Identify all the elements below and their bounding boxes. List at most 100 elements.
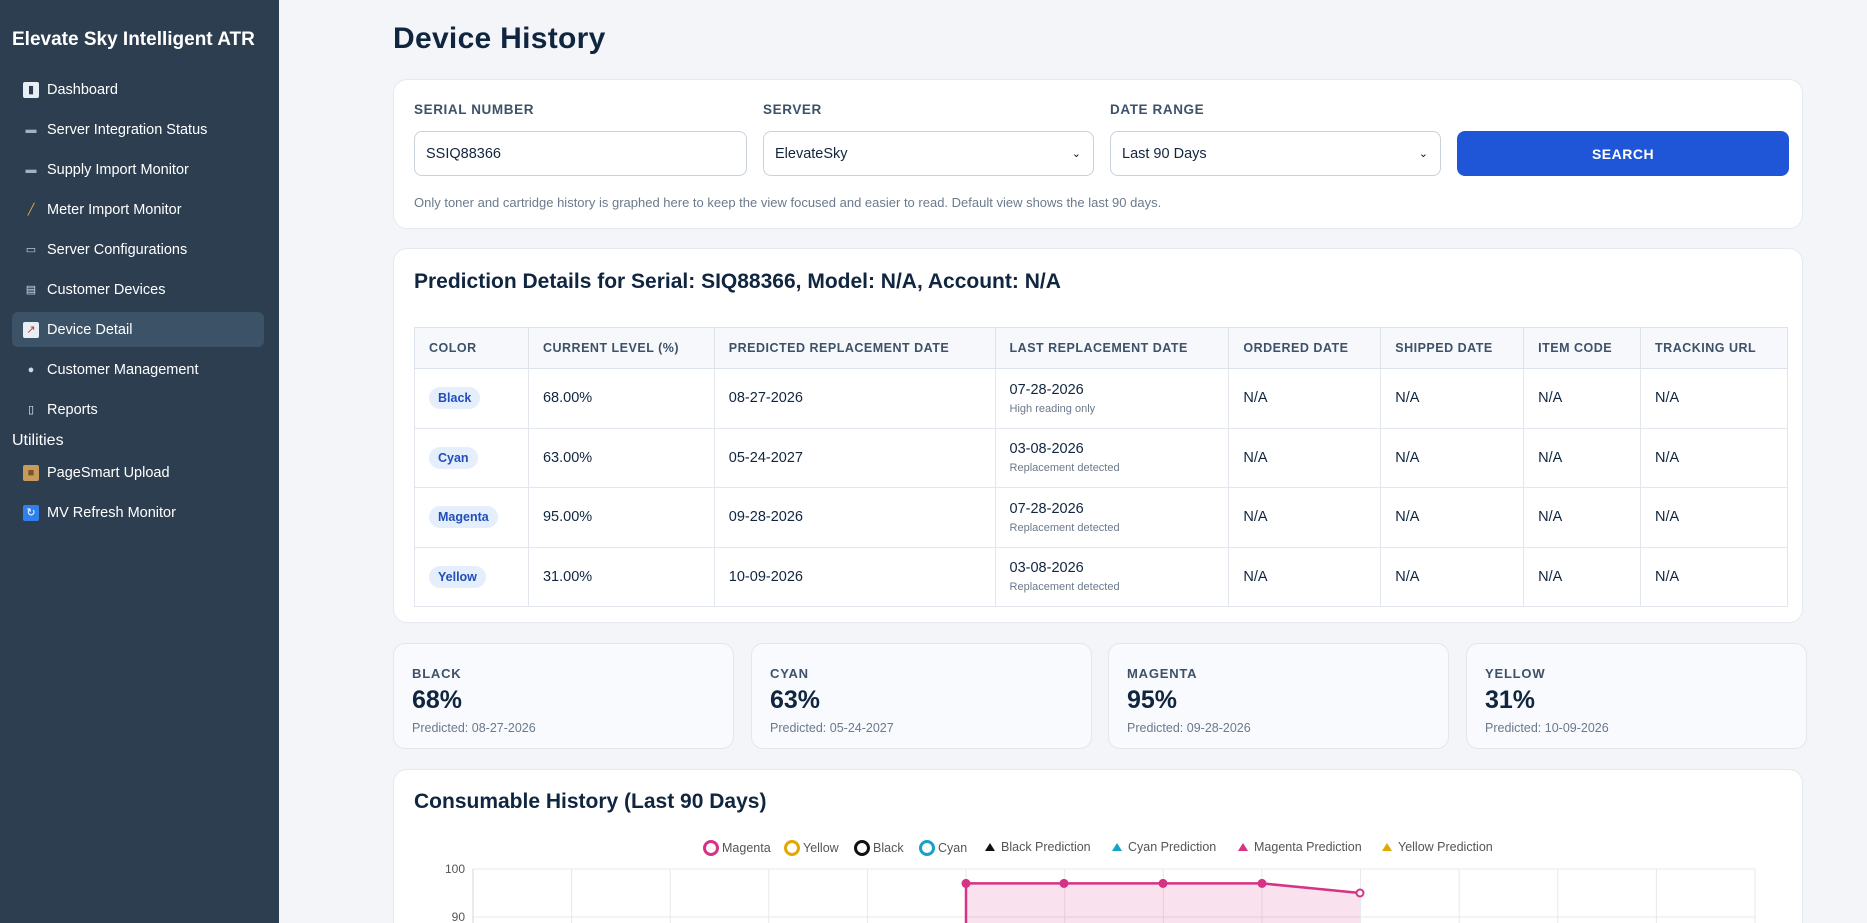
legend-item-magenta-prediction[interactable]: Magenta Prediction [1238, 840, 1362, 854]
sidebar-item-device-detail[interactable]: ↗ Device Detail [12, 312, 264, 347]
chevron-down-icon: ⌄ [1418, 148, 1428, 160]
legend-label: Yellow Prediction [1398, 840, 1493, 854]
date-range-value: Last 90 Days [1122, 145, 1207, 162]
ordered-date-cell: N/A [1228, 368, 1382, 429]
shipped-date-cell: N/A [1380, 546, 1525, 607]
column-header: ITEM CODE [1523, 327, 1642, 369]
tracking-url-cell: N/A [1640, 487, 1788, 548]
legend-item-cyan-prediction[interactable]: Cyan Prediction [1112, 840, 1216, 854]
last-replacement-note: High reading only [1009, 402, 1096, 415]
search-button[interactable]: SEARCH [1457, 131, 1789, 176]
document-icon: ▯ [27, 404, 35, 416]
sidebar-item-supply-import-monitor[interactable]: ▬ Supply Import Monitor [12, 152, 264, 187]
last-replacement-cell: 07-28-2026 Replacement detected [994, 487, 1230, 548]
tracking-url-cell: N/A [1640, 427, 1788, 488]
column-header: TRACKING URL [1640, 327, 1788, 369]
legend-item-cyan[interactable]: Cyan [919, 840, 967, 856]
sidebar-item-label: Device Detail [47, 321, 133, 338]
legend-label: Magenta Prediction [1254, 840, 1362, 854]
server-select[interactable]: ElevateSky ⌄ [763, 131, 1094, 176]
stat-label: CYAN [770, 666, 809, 681]
legend-item-magenta[interactable]: Magenta [703, 840, 771, 856]
sidebar: Elevate Sky Intelligent ATR ▮ Dashboard … [0, 0, 279, 923]
sidebar-item-customer-management[interactable]: ● Customer Management [12, 352, 264, 387]
column-header: ORDERED DATE [1228, 327, 1382, 369]
utilities-section-title: Utilities [12, 432, 64, 449]
item-code-cell: N/A [1523, 546, 1642, 607]
current-level-cell: 63.00% [527, 427, 715, 488]
serial-number-input[interactable]: SSIQ88366 [414, 131, 747, 176]
triangle-swatch-icon [1238, 843, 1248, 851]
bar-chart-icon: ▮ [23, 81, 39, 98]
last-replacement-date: 07-28-2026 [1009, 381, 1084, 398]
ring-swatch-icon [784, 840, 800, 856]
last-replacement-date: 07-28-2026 [1009, 500, 1084, 517]
history-card [393, 769, 1803, 923]
sidebar-item-pagesmart-upload[interactable]: ■ PageSmart Upload [12, 455, 264, 490]
history-title: Consumable History (Last 90 Days) [414, 790, 767, 813]
sidebar-item-meter-import-monitor[interactable]: ╱ Meter Import Monitor [12, 192, 264, 227]
tracking-url-cell: N/A [1640, 368, 1788, 429]
column-header: CURRENT LEVEL (%) [527, 327, 715, 369]
sidebar-item-label: Supply Import Monitor [47, 161, 189, 178]
server-label: SERVER [763, 102, 822, 117]
date-range-label: DATE RANGE [1110, 102, 1205, 117]
consumable-history-chart: 100 90 [445, 862, 1756, 923]
sidebar-item-label: PageSmart Upload [47, 464, 170, 481]
sidebar-item-label: Meter Import Monitor [47, 201, 182, 218]
sidebar-item-server-configurations[interactable]: ▭ Server Configurations [12, 232, 264, 267]
chevron-down-icon: ⌄ [1071, 148, 1081, 160]
color-badge: Black [429, 387, 481, 410]
legend-item-yellow[interactable]: Yellow [784, 840, 839, 856]
last-replacement-date: 03-08-2026 [1009, 441, 1084, 458]
column-header: SHIPPED DATE [1380, 327, 1525, 369]
sidebar-item-label: Server Configurations [47, 241, 188, 258]
legend-item-yellow-prediction[interactable]: Yellow Prediction [1382, 840, 1493, 854]
table-row: Black 68.00% 08-27-2026 07-28-2026 High r… [414, 368, 1788, 429]
sidebar-item-customer-devices[interactable]: ▤ Customer Devices [12, 272, 264, 307]
table-row: Cyan 63.00% 05-24-2027 03-08-2026 Replace… [414, 427, 1788, 488]
predicted-date-cell: 09-28-2026 [713, 487, 996, 548]
import-icon: ▬ [25, 163, 37, 176]
tracking-url-cell: N/A [1640, 546, 1788, 607]
stat-value: 68% [412, 686, 463, 714]
sidebar-item-label: MV Refresh Monitor [47, 504, 176, 521]
color-badge: Cyan [429, 446, 478, 469]
magenta-point [1158, 878, 1168, 888]
ring-swatch-icon [919, 840, 935, 856]
sidebar-item-reports[interactable]: ▯ Reports [12, 392, 264, 427]
ring-swatch-icon [703, 840, 719, 856]
date-range-select[interactable]: Last 90 Days ⌄ [1110, 131, 1441, 176]
stat-predicted: Predicted: 10-09-2026 [1485, 721, 1609, 735]
legend-label: Cyan [938, 841, 968, 855]
legend-item-black[interactable]: Black [854, 840, 904, 856]
magenta-area [966, 883, 1360, 923]
printer-icon: ▤ [25, 284, 37, 296]
magenta-point [1059, 878, 1069, 888]
app-title: Elevate Sky Intelligent ATR [12, 29, 255, 50]
prediction-title: Prediction Details for Serial: SIQ88366,… [414, 270, 1061, 293]
stat-predicted: Predicted: 05-24-2027 [770, 721, 894, 735]
triangle-swatch-icon [1382, 843, 1392, 851]
color-badge: Magenta [429, 506, 498, 529]
sidebar-item-dashboard[interactable]: ▮ Dashboard [12, 72, 264, 107]
ruler-icon: ╱ [27, 204, 35, 216]
last-replacement-date: 03-08-2026 [1009, 560, 1084, 577]
ordered-date-cell: N/A [1228, 427, 1382, 488]
stat-value: 95% [1127, 686, 1178, 714]
legend-label: Yellow [803, 841, 839, 855]
server-select-value: ElevateSky [775, 145, 848, 162]
sidebar-item-server-integration-status[interactable]: ▬ Server Integration Status [12, 112, 264, 147]
stat-card-magenta: MAGENTA 95% Predicted: 09-28-2026 [1108, 643, 1449, 749]
sidebar-item-label: Server Integration Status [47, 121, 208, 138]
shipped-date-cell: N/A [1380, 487, 1525, 548]
legend-label: Black [873, 841, 904, 855]
legend-item-black-prediction[interactable]: Black Prediction [985, 840, 1091, 854]
table-row: Yellow 31.00% 10-09-2026 03-08-2026 Repla… [414, 546, 1788, 607]
legend-label: Black Prediction [1001, 840, 1091, 854]
stat-card-black: BLACK 68% Predicted: 08-27-2026 [393, 643, 734, 749]
item-code-cell: N/A [1523, 487, 1642, 548]
stat-card-cyan: CYAN 63% Predicted: 05-24-2027 [751, 643, 1092, 749]
stat-value: 63% [770, 686, 821, 714]
sidebar-item-mv-refresh-monitor[interactable]: ↻ MV Refresh Monitor [12, 495, 264, 530]
